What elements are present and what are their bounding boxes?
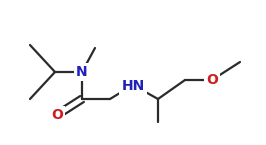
Text: HN: HN [121,79,145,93]
Text: N: N [76,65,88,79]
Text: O: O [51,108,63,122]
Text: O: O [206,73,218,87]
